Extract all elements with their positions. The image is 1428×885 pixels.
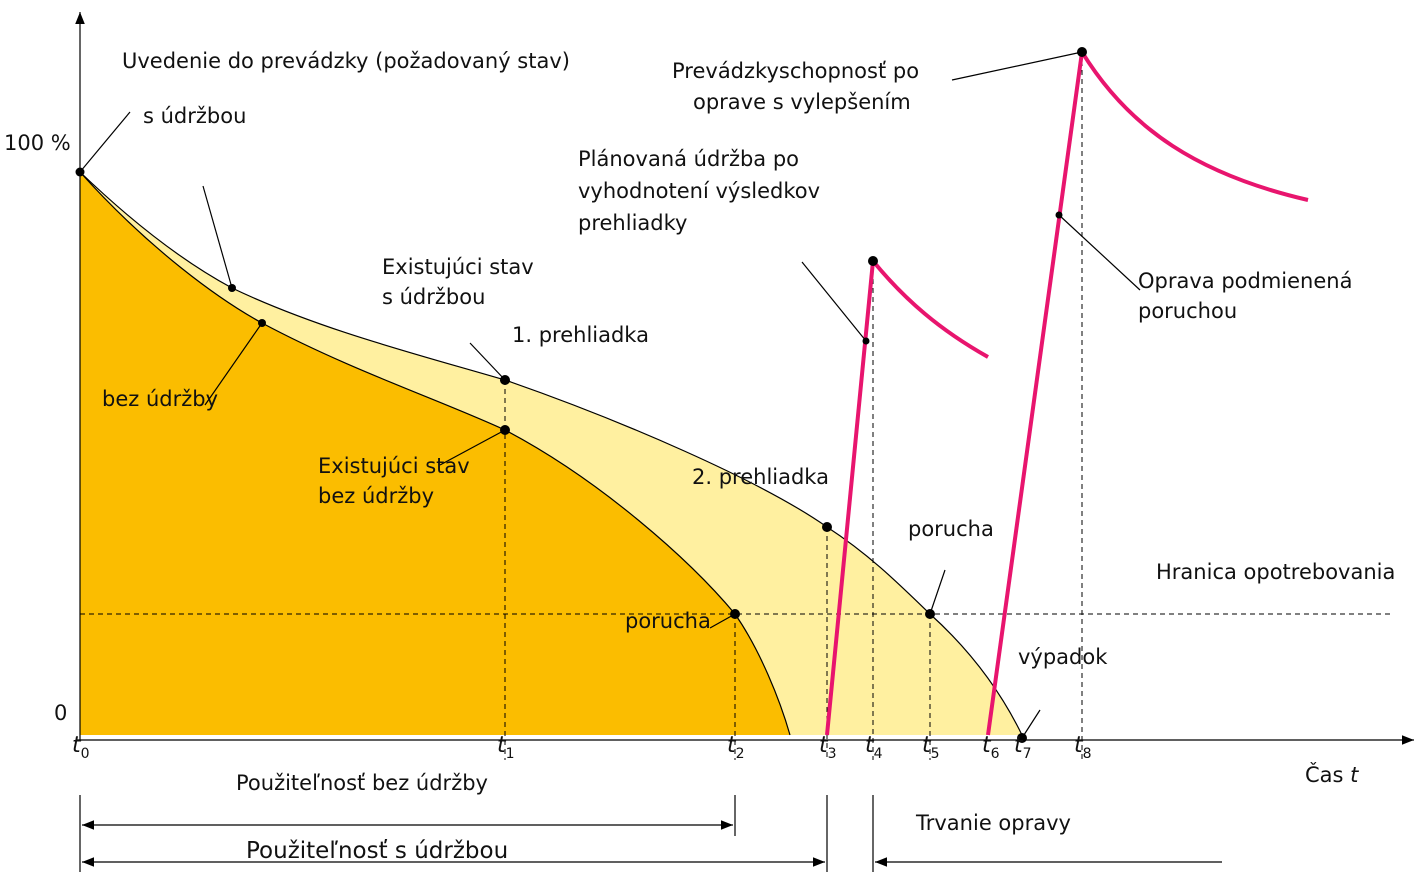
time-tick: t8 (1074, 733, 1092, 762)
time-tick: t0 (72, 733, 90, 762)
tick-symbol: t (1014, 733, 1024, 758)
annotation: 1. prehliadka (512, 323, 649, 347)
tick-index: 2 (736, 746, 745, 762)
tick-symbol: t (819, 733, 829, 758)
tick-index: 1 (506, 746, 515, 762)
tick-symbol: t (865, 733, 875, 758)
time-ticks: t0 t1 t2 t3 t4 t5 t6 t7 t8 (72, 733, 1092, 762)
tick-symbol: t (922, 733, 932, 758)
tick-index: 6 (991, 746, 1000, 762)
y-top-label: 100 % (4, 131, 71, 155)
annotation: s údržbou (143, 104, 246, 128)
time-tick: t7 (1014, 733, 1032, 762)
tick-symbol: t (497, 733, 507, 758)
time-tick: t3 (819, 733, 837, 762)
annotation: 2. prehliadka (692, 465, 829, 489)
tick-index: 8 (1083, 746, 1092, 762)
annotation: Existujúci stav (382, 255, 534, 279)
annotation: Oprava podmienená (1138, 269, 1352, 293)
annotation: Existujúci stav (318, 454, 470, 478)
tick-index: 4 (874, 746, 883, 762)
annotation: Prevádzkyschopnosť po (672, 59, 919, 83)
x-axis-word: Čas (1305, 762, 1343, 787)
curve-without (79, 171, 791, 736)
leader-lines (79, 51, 1141, 739)
span-label: Použiteľnosť s údržbou (246, 838, 508, 864)
tick-symbol: t (72, 733, 82, 758)
annotation: prehliadky (578, 211, 687, 235)
annotation: Uvedenie do prevádzky (požadovaný stav) (122, 49, 570, 73)
annotation: Plánovaná údržba po (578, 147, 799, 171)
tick-index: 5 (931, 746, 940, 762)
annotation: Hranica opotrebovania (1156, 560, 1395, 584)
time-tick: t5 (922, 733, 940, 762)
annotation: výpadok (1018, 645, 1108, 669)
time-tick: t4 (865, 733, 883, 762)
x-axis-symbol: t (1350, 763, 1359, 787)
annotation: oprave s vylepšením (693, 90, 911, 114)
annotation: bez údržby (318, 484, 434, 508)
tick-symbol: t (982, 733, 992, 758)
tick-symbol: t (1074, 733, 1084, 758)
annotation: bez údržby (102, 387, 218, 411)
tick-index: 3 (828, 746, 837, 762)
annotation: poruchou (1138, 299, 1237, 323)
time-tick: t6 (982, 733, 1000, 762)
annotation: porucha (625, 609, 711, 633)
tick-index: 0 (81, 746, 90, 762)
time-tick: t2 (727, 733, 745, 762)
annotation: vyhodnotení výsledkov (578, 179, 820, 203)
tick-index: 7 (1023, 746, 1032, 762)
annotation: s údržbou (382, 285, 485, 309)
annotation: porucha (908, 517, 994, 541)
x-axis-label: Čas t (1305, 762, 1359, 787)
area-without-maintenance (80, 172, 790, 735)
time-tick: t1 (497, 733, 515, 762)
span-label: Trvanie opravy (915, 811, 1071, 835)
tick-symbol: t (727, 733, 737, 758)
y-zero-label: 0 (54, 701, 67, 725)
span-guides (79, 795, 1222, 872)
time-guides (504, 52, 1083, 760)
span-label: Použiteľnosť bez údržby (236, 771, 488, 795)
